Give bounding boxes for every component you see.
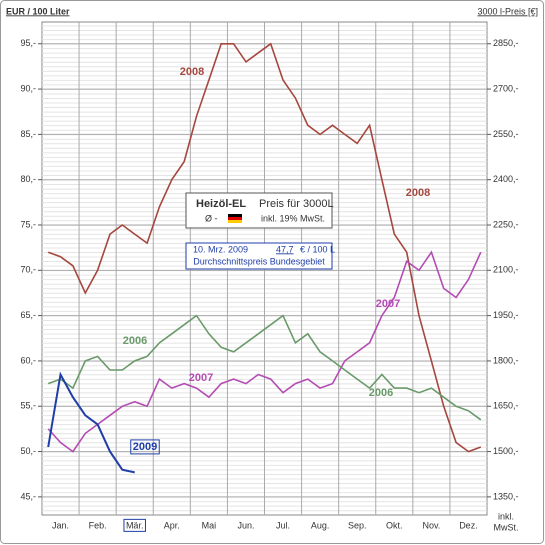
legend-title: Heizöl-EL [196, 198, 246, 210]
info-note: Durchschnittspreis Bundesgebiet [193, 256, 325, 266]
legend-box [185, 192, 333, 229]
flag [228, 214, 242, 217]
y-tick-label: 90,- [20, 83, 36, 93]
y-tick-label: 75,- [20, 219, 36, 229]
series-label: 2007 [376, 298, 400, 310]
y2-tick-label: 1350,- [493, 491, 519, 501]
y2-tick-label: 1650,- [493, 401, 519, 411]
x-tick-label: Jun. [237, 520, 254, 530]
series-label: 2007 [189, 372, 213, 384]
x-tick-label: Mär. [126, 520, 144, 530]
series-label: 2006 [369, 387, 393, 399]
flag [228, 220, 242, 223]
series-line [47, 314, 482, 421]
y-tick-label: 50,- [20, 446, 36, 456]
y2-tick-label: 1800,- [493, 355, 519, 365]
y2-tick-label: 2400,- [493, 174, 519, 184]
y-tick-label: 85,- [20, 129, 36, 139]
legend-text: Preis für 3000L [259, 198, 334, 210]
legend-symbol: Ø - [205, 213, 218, 223]
y-tick-label: 65,- [20, 310, 36, 320]
series-label: 2006 [123, 335, 147, 347]
series-line [47, 250, 482, 453]
y-tick-label: 60,- [20, 355, 36, 365]
y-tick-label: 70,- [20, 265, 36, 275]
series-label: 2009 [133, 441, 157, 453]
x-tick-label: Mai [202, 520, 217, 530]
y2-note: MwSt. [493, 522, 518, 532]
x-tick-label: Apr. [164, 520, 180, 530]
x-tick-label: Jul. [276, 520, 290, 530]
x-tick-label: Feb. [89, 520, 107, 530]
series-label: 2008 [180, 66, 204, 78]
x-tick-label: Nov. [422, 520, 440, 530]
info-unit: € / 100 L [300, 244, 335, 254]
y-tick-label: 95,- [20, 38, 36, 48]
x-tick-label: Okt. [386, 520, 403, 530]
series-line [47, 371, 135, 474]
legend-tax: inkl. 19% MwSt. [261, 213, 325, 223]
label-box [130, 439, 160, 455]
x-tick-label: Jan. [52, 520, 69, 530]
y2-tick-label: 2850,- [493, 38, 519, 48]
flag [228, 217, 242, 220]
x-tick-label: Dez. [459, 520, 478, 530]
y2-axis-label: 3000 l-Preis [€] [477, 6, 538, 16]
y-tick-label: 80,- [20, 174, 36, 184]
y-axis-label: EUR / 100 Liter [6, 6, 70, 16]
y2-tick-label: 2100,- [493, 265, 519, 275]
x-tick-label: Sep. [348, 520, 367, 530]
info-box [185, 242, 333, 270]
y2-note: inkl. [498, 511, 514, 521]
series-label: 2008 [406, 187, 430, 199]
y2-tick-label: 2250,- [493, 219, 519, 229]
y2-tick-label: 2700,- [493, 83, 519, 93]
info-price: 47,7 [276, 244, 294, 254]
y2-tick-label: 1500,- [493, 446, 519, 456]
y-tick-label: 55,- [20, 401, 36, 411]
current-month-box [123, 518, 146, 532]
info-date: 10. Mrz. 2009 [193, 244, 248, 254]
y2-tick-label: 1950,- [493, 310, 519, 320]
x-tick-label: Aug. [311, 520, 330, 530]
y-tick-label: 45,- [20, 491, 36, 501]
y2-tick-label: 2550,- [493, 129, 519, 139]
